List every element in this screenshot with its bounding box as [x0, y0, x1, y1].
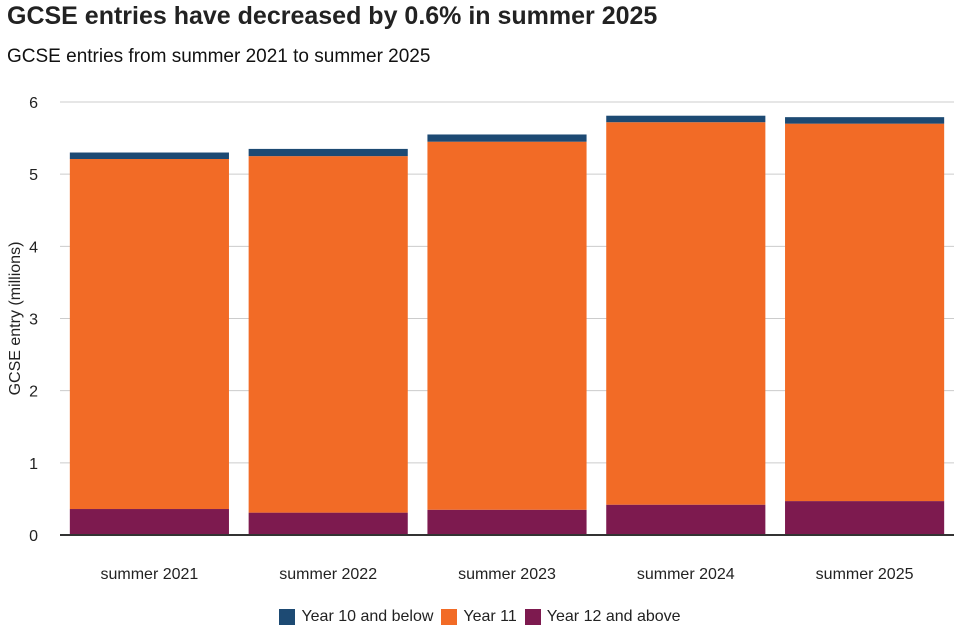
x-tick-label: summer 2024 — [637, 566, 735, 583]
y-tick-label: 2 — [29, 384, 38, 401]
chart-subtitle: GCSE entries from summer 2021 to summer … — [7, 46, 431, 67]
legend-item-year12: Year 12 and above — [524, 608, 681, 626]
y-tick-label: 3 — [29, 312, 38, 329]
bar-segment-year-10-and-below — [606, 115, 766, 123]
legend-item-year10: Year 10 and below — [279, 608, 433, 626]
legend-swatch-year10 — [279, 609, 296, 625]
y-axis-label: GCSE entry (millions) — [7, 242, 24, 396]
bar-segment-year-10-and-below — [69, 152, 229, 160]
bar-segment-year-12-and-above — [69, 509, 229, 535]
legend-label-year10: Year 10 and below — [301, 608, 434, 625]
x-tick-label: summer 2025 — [816, 566, 914, 583]
legend-label-year12: Year 12 and above — [546, 608, 681, 625]
bar-segment-year-11 — [785, 123, 945, 502]
bar-segment-year-11 — [427, 141, 587, 510]
y-tick-label: 5 — [29, 167, 38, 184]
x-tick-label: summer 2023 — [458, 566, 556, 583]
bar-segment-year-12-and-above — [606, 504, 766, 535]
legend-label-year11: Year 11 — [463, 608, 517, 625]
x-tick-label: summer 2021 — [100, 566, 198, 583]
legend-swatch-year11 — [441, 609, 458, 625]
chart-legend: Year 10 and below Year 11 Year 12 and ab… — [0, 608, 960, 626]
chart-title: GCSE entries have decreased by 0.6% in s… — [7, 2, 658, 30]
legend-swatch-year12 — [524, 609, 541, 625]
bar-segment-year-11 — [248, 156, 408, 513]
bar-segment-year-10-and-below — [248, 148, 408, 157]
bar-segment-year-12-and-above — [427, 509, 587, 535]
y-tick-label: 1 — [29, 456, 38, 473]
x-tick-label: summer 2022 — [279, 566, 377, 583]
bar-segment-year-12-and-above — [248, 512, 408, 535]
y-tick-label: 0 — [29, 528, 38, 545]
bar-segment-year-12-and-above — [785, 501, 945, 535]
legend-item-year11: Year 11 — [441, 608, 517, 626]
y-tick-label: 6 — [29, 95, 38, 112]
bar-segment-year-10-and-below — [427, 134, 587, 142]
bar-segment-year-11 — [69, 159, 229, 510]
y-tick-label: 4 — [29, 239, 38, 256]
bar-segment-year-11 — [606, 122, 766, 505]
bar-segment-year-10-and-below — [785, 117, 945, 124]
